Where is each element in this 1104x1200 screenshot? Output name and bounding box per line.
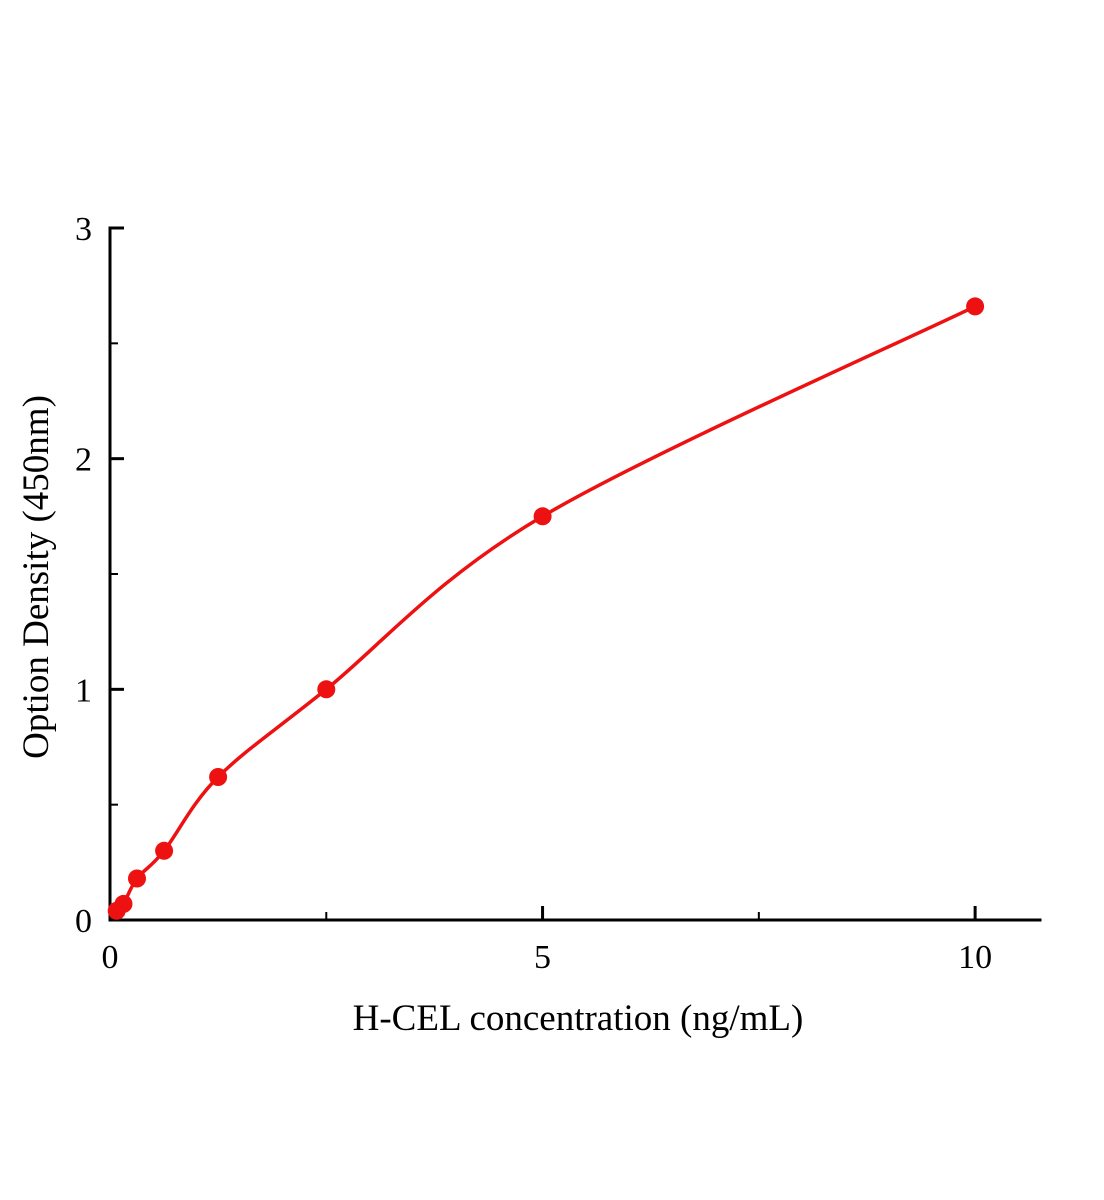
data-point-marker — [128, 869, 146, 888]
x-axis-title: H-CEL concentration (ng/mL) — [353, 998, 804, 1039]
axes-frame — [108, 226, 1042, 922]
data-point-marker — [966, 297, 985, 316]
data-point-marker — [114, 894, 133, 913]
data-point-marker — [533, 507, 552, 526]
data-point-marker — [317, 680, 336, 699]
y-tick-label: 1 — [75, 672, 92, 709]
standard-curve-line — [114, 304, 977, 913]
x-tick-label: 0 — [102, 939, 119, 976]
y-axis-title: Option Density (450nm) — [16, 395, 57, 759]
x-tick-label: 5 — [534, 939, 551, 976]
y-tick-label: 2 — [75, 442, 92, 479]
data-point-marker — [155, 841, 174, 860]
chart-root: 0 5 10 0 1 2 3 — [75, 211, 1042, 976]
x-tick-label: 10 — [958, 939, 992, 976]
data-point-marker — [209, 768, 228, 786]
y-tick-label: 0 — [75, 903, 92, 940]
y-tick-label: 3 — [75, 211, 92, 248]
